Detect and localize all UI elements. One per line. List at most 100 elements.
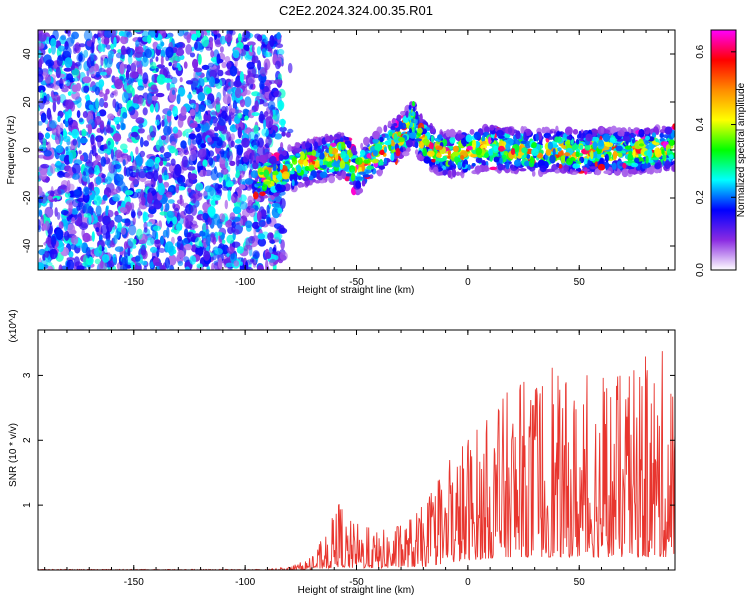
heatmap-cell (66, 257, 75, 262)
heatmap-cell (244, 115, 249, 121)
heatmap-cell (132, 94, 140, 106)
heatmap-cell (378, 160, 384, 167)
heatmap-cell (89, 65, 97, 77)
heatmap-cell (125, 84, 134, 94)
heatmap-cell (95, 205, 102, 217)
heatmap-cell (273, 79, 283, 85)
heatmap-cell (58, 264, 63, 270)
heatmap-cell (183, 256, 190, 263)
heatmap-cell (211, 136, 220, 141)
heatmap-cell (174, 133, 179, 139)
heatmap-cell (132, 216, 136, 226)
heatmap-cell (70, 235, 79, 245)
heatmap-cell (44, 119, 49, 125)
heatmap-cell (130, 62, 137, 73)
heatmap-cell (165, 46, 174, 58)
heatmap-cell (203, 113, 208, 122)
heatmap-cell (664, 160, 671, 170)
heatmap-cell (148, 202, 155, 210)
heatmap-cell (135, 146, 139, 155)
heatmap-cell (51, 128, 59, 136)
heatmap-cell (358, 171, 367, 175)
heatmap-cell (159, 265, 166, 270)
heatmap-cell (113, 116, 122, 123)
heatmap-cell (590, 136, 599, 142)
heatmap-cell (221, 239, 226, 244)
heatmap-cell (43, 150, 52, 157)
heatmap-cell (355, 176, 364, 181)
heatmap-cell (251, 112, 260, 117)
heatmap-cell (611, 162, 617, 170)
heatmap-cell (98, 244, 102, 254)
heatmap-cell (136, 66, 143, 75)
heatmap-cell (645, 135, 650, 141)
heatmap-cell (61, 87, 69, 93)
heatmap-cell (154, 156, 161, 164)
heatmap-cell (71, 173, 80, 180)
heatmap-cell (38, 262, 45, 270)
heatmap-cell (603, 170, 612, 175)
heatmap-cell (150, 84, 158, 91)
heatmap-cell (115, 52, 123, 59)
heatmap-cell (590, 150, 594, 160)
heatmap-cell (227, 246, 235, 255)
heatmap-cell (187, 187, 192, 193)
heatmap-cell (203, 250, 211, 261)
heatmap-cell (100, 224, 110, 235)
heatmap-cell (159, 235, 165, 245)
heatmap-cell (228, 103, 232, 113)
heatmap-cell (615, 145, 623, 152)
heatmap-cell (562, 145, 567, 149)
heatmap-cell (216, 53, 221, 65)
heatmap-cell (526, 154, 531, 160)
heatmap-cell (143, 221, 148, 230)
heatmap-cell (53, 84, 59, 90)
heatmap-cell (79, 222, 89, 231)
heatmap-cell (296, 165, 302, 174)
heatmap-cell (206, 30, 211, 33)
heatmap-cell (275, 43, 284, 48)
heatmap-cell (114, 78, 123, 90)
heatmap-cell (218, 213, 226, 223)
heatmap-cell (617, 130, 625, 137)
heatmap-cell (252, 250, 260, 260)
heatmap-cell (256, 34, 263, 42)
heatmap-cell (38, 121, 43, 126)
heatmap-cell (142, 165, 152, 171)
heatmap-cell (339, 160, 346, 169)
heatmap-cell (366, 165, 375, 170)
heatmap-cell (536, 152, 543, 159)
heatmap-cell (60, 209, 69, 216)
heatmap-cell (207, 62, 214, 68)
heatmap-cell (258, 220, 266, 227)
heatmap-cell (189, 255, 197, 265)
heatmap-cell (103, 148, 111, 154)
heatmap-cell (187, 138, 192, 146)
heatmap-cell (151, 95, 159, 101)
heatmap-cell (653, 157, 658, 161)
heatmap-cell (257, 264, 264, 270)
heatmap-cell (264, 36, 269, 45)
heatmap-cell (140, 244, 147, 256)
heatmap-cell (221, 61, 227, 69)
heatmap-cell (225, 262, 234, 268)
heatmap-cell (604, 153, 609, 163)
heatmap-cell (134, 134, 141, 141)
heatmap-cell (231, 108, 236, 113)
heatmap-cell (229, 65, 238, 77)
heatmap-cell (72, 163, 81, 175)
heatmap-cell (409, 132, 417, 139)
heatmap-cell (255, 155, 260, 165)
heatmap-cell (279, 251, 288, 261)
heatmap-cell (429, 128, 436, 133)
heatmap-cell (603, 129, 610, 134)
heatmap-cell (454, 156, 459, 163)
heatmap-cell (247, 41, 256, 47)
heatmap-cell (73, 189, 82, 199)
heatmap-cell (247, 66, 257, 78)
heatmap-cell (231, 226, 236, 233)
heatmap-cell (129, 171, 138, 178)
heatmap-cell (653, 142, 660, 146)
x-tick-label: 50 (574, 277, 586, 288)
heatmap-cell (552, 148, 556, 156)
